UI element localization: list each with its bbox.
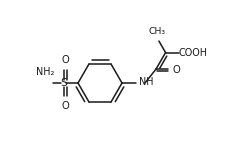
Text: COOH: COOH — [178, 48, 207, 58]
Text: O: O — [172, 65, 180, 75]
Text: NH: NH — [139, 77, 153, 87]
Text: O: O — [61, 101, 69, 111]
Text: S: S — [60, 78, 67, 88]
Text: CH₃: CH₃ — [148, 27, 165, 36]
Text: NH₂: NH₂ — [36, 67, 54, 77]
Text: O: O — [61, 55, 69, 65]
